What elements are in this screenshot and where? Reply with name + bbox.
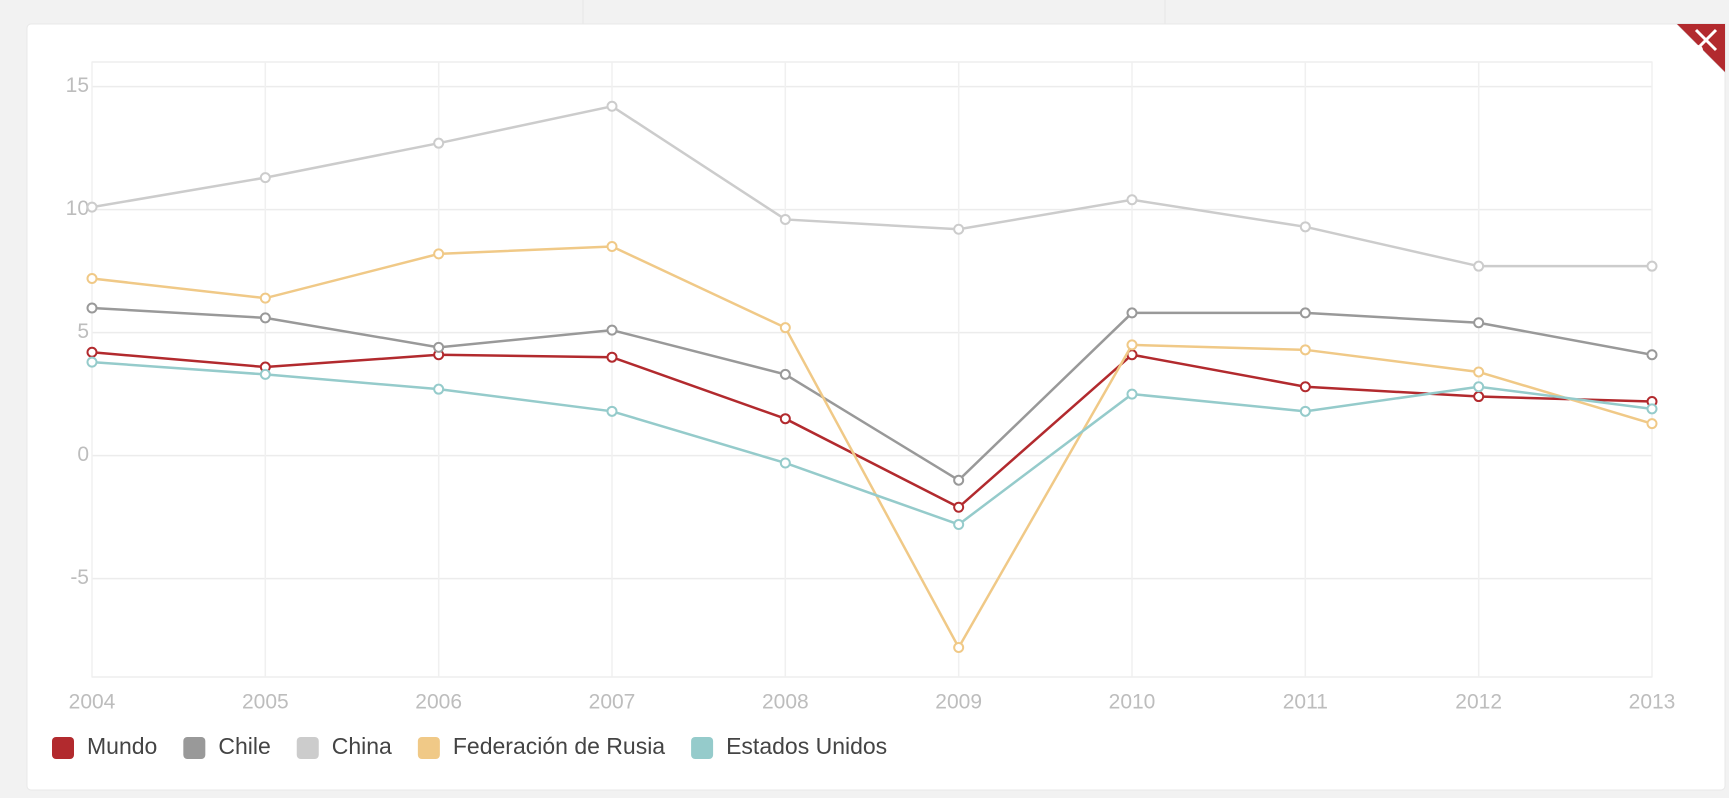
point [433,383,445,395]
point [1126,194,1138,206]
legend-swatch [52,737,74,759]
point [1126,339,1138,351]
x-tick-label: 2006 [415,691,462,714]
point [1126,307,1138,319]
x-tick-label: 2005 [242,691,289,714]
x-tick-label: 2012 [1455,691,1502,714]
point [779,322,791,334]
point [433,341,445,353]
point [606,405,618,417]
point [953,223,965,235]
point [606,351,618,363]
point [86,356,98,368]
x-tick-label: 2007 [589,691,636,714]
legend-swatch [296,737,319,759]
point [953,501,965,513]
plot: -5 0 5 10 15 2004 2005 2006 2007 2008 2009 2010 2011… [52,61,1676,759]
point [1299,381,1311,393]
series-line [91,306,1653,482]
legend-label: China [332,733,392,759]
series-line [91,104,1652,268]
point [259,172,271,184]
point [779,457,791,469]
point [86,346,98,358]
x-tick-label: 2013 [1629,691,1676,714]
point [779,213,791,225]
x-tick-label: 2010 [1109,691,1156,714]
point [259,292,271,304]
point [1299,307,1311,319]
legend-label: Estados Unidos [726,733,887,759]
point [433,137,445,149]
legend-swatch [691,737,714,759]
series-line [91,351,1653,509]
point [86,272,98,284]
point [779,368,791,380]
x-tick-label: 2009 [935,691,982,714]
point [1299,344,1311,356]
point [953,641,965,653]
point [1473,366,1485,378]
point [1646,418,1658,430]
x-tick-label: 2011 [1283,691,1328,714]
card [26,23,1726,791]
point [606,241,618,252]
point [1473,260,1485,272]
point [606,324,618,336]
point [1126,388,1138,400]
legend-label: Mundo [87,733,157,759]
point [1473,381,1485,393]
point [86,201,98,213]
point [1473,317,1485,329]
point [433,248,445,260]
point [953,518,965,530]
export-button[interactable] [1675,23,1726,74]
point [1646,260,1658,272]
legend-label: Chile [218,733,270,759]
point [1646,349,1658,361]
point [953,474,965,486]
point [1299,405,1311,417]
point [1299,221,1311,233]
x-tick-label: 2008 [762,691,809,714]
point [259,368,271,380]
y-tick-label: -5 [70,566,89,589]
x-tick-label: 2004 [69,691,116,714]
point [606,100,618,112]
series-line [91,245,1653,651]
point [1473,391,1485,403]
point [86,302,98,314]
point [259,312,271,324]
point [779,413,791,425]
y-tick-label: 15 [66,74,89,97]
point [1646,403,1658,415]
series-line [91,360,1653,526]
y-tick-label: 5 [77,320,89,343]
legend-label: Federación de Rusia [453,733,665,759]
legend-swatch [417,737,440,759]
legend-swatch [183,737,206,759]
y-tick-label: 0 [77,443,89,466]
y-tick-label: 10 [66,197,89,220]
